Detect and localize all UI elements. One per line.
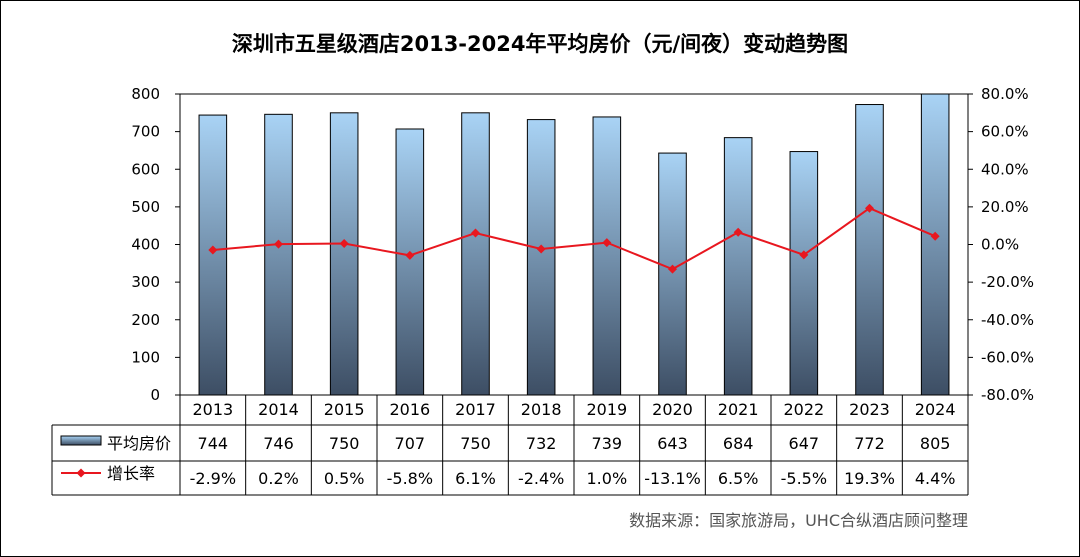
growth-point-2019 [602,238,612,248]
growth-value-label: -5.5% [781,469,827,488]
bar-2013 [198,114,228,396]
y-left-tick-label: 600 [131,160,160,178]
growth-point-2015 [339,239,349,249]
bar-2022 [789,151,819,396]
legend-bar-swatch [60,435,102,446]
growth-value-label: 4.4% [915,469,956,488]
growth-value-label: 6.1% [455,469,496,488]
y-right-tick-label: 40.0% [981,160,1029,178]
growth-value-label: 0.5% [324,469,365,488]
growth-point-2014 [274,239,283,249]
growth-value-label: 1.0% [587,469,628,488]
bar-value-label: 732 [526,434,557,453]
x-tick-label: 2015 [324,400,365,419]
bar-value-label: 707 [395,434,426,453]
y-right-tick-label: 60.0% [981,123,1029,141]
bar-2020 [658,152,687,396]
bar-2015 [329,112,359,396]
growth-value-label: -2.4% [518,469,564,488]
legend-bar-label: 平均房价 [107,434,171,453]
y-left-tick-label: 0 [150,386,160,404]
legend-line-label: 增长率 [107,464,155,483]
y-right-tick-label: 20.0% [981,198,1029,216]
growth-value-label: -2.9% [190,469,236,488]
y-right-tick-label: 80.0% [981,85,1029,103]
bar-value-label: 744 [198,434,229,453]
growth-value-label: 19.3% [844,469,895,488]
bar-2019 [592,116,622,396]
y-right-tick-label: -80.0% [981,386,1034,404]
bar-2017 [461,112,490,396]
bar-value-label: 750 [329,434,360,453]
x-tick-label: 2020 [652,400,693,419]
growth-point-2013 [208,245,218,255]
bar-value-label: 643 [657,434,688,453]
x-tick-label: 2014 [258,400,299,419]
x-tick-label: 2022 [783,400,824,419]
growth-point-2023 [865,203,874,213]
legend-line-marker [76,468,86,478]
bar-value-label: 684 [723,434,754,453]
bar-2016 [395,128,425,396]
y-right-tick-label: -60.0% [981,348,1034,366]
growth-point-2024 [930,231,940,241]
y-left-tick-label: 700 [131,123,160,141]
x-tick-label: 2019 [586,400,627,419]
growth-point-2018 [536,244,546,254]
growth-point-2021 [733,227,743,237]
bar-value-label: 739 [592,434,623,453]
x-tick-label: 2017 [455,400,496,419]
bar-2014 [264,113,293,396]
bar-value-label: 750 [460,434,491,453]
bar-2024 [920,93,950,396]
y-right-tick-label: -20.0% [981,273,1034,291]
x-tick-label: 2018 [521,400,562,419]
growth-point-2022 [799,250,809,260]
growth-value-label: 6.5% [718,469,759,488]
bar-value-label: 746 [263,434,294,453]
bar-value-label: 772 [854,434,885,453]
y-left-tick-label: 300 [131,273,160,291]
bar-value-label: 647 [789,434,820,453]
bar-2021 [723,137,753,396]
x-tick-label: 2024 [915,400,956,419]
x-tick-label: 2021 [718,400,759,419]
bar-2018 [526,119,556,396]
chart-title: 深圳市五星级酒店2013-2024年平均房价（元/间夜）变动趋势图 [231,32,849,56]
y-left-tick-label: 200 [131,311,160,329]
y-left-tick-label: 500 [131,198,160,216]
growth-line [212,207,936,271]
y-right-tick-label: -40.0% [981,311,1034,329]
growth-value-label: 0.2% [258,469,299,488]
growth-point-2017 [471,228,480,238]
growth-value-label: -13.1% [644,469,701,488]
y-right-tick-label: 0.0% [981,236,1019,254]
bar-value-label: 805 [920,434,951,453]
x-tick-label: 2016 [389,400,430,419]
source-note: 数据来源：国家旅游局，UHC合纵酒店顾问整理 [629,511,968,530]
growth-point-2020 [668,264,677,274]
x-tick-label: 2013 [192,400,233,419]
growth-value-label: -5.8% [387,469,433,488]
y-left-tick-label: 100 [131,348,160,366]
x-tick-label: 2023 [849,400,890,419]
y-left-tick-label: 400 [131,236,160,254]
growth-point-2016 [405,250,415,260]
y-left-tick-label: 800 [131,85,160,103]
bar-2023 [855,104,884,396]
